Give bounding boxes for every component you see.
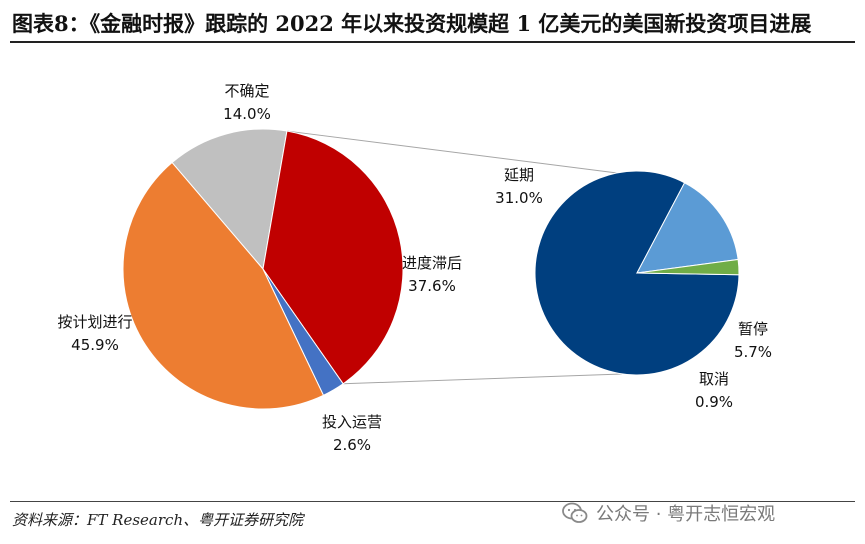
sub-pie-slice-2-value: 0.9% [695, 393, 733, 411]
sub-pie [534, 170, 740, 376]
title-rule [10, 41, 855, 43]
main-pie-slice-1-label: 进度滞后 [402, 254, 462, 272]
sub-pie-slice-2 [636, 258, 740, 276]
sub-pie-slice-0-value: 31.0% [495, 189, 543, 207]
main-pie-slice-0-label: 不确定 [224, 82, 269, 100]
source-rule [10, 501, 855, 502]
watermark: 公众号 · 粤开志恒宏观 [562, 500, 775, 526]
main-pie-slice-3-value: 45.9% [71, 336, 119, 354]
sub-pie-slice-0-label: 延期 [504, 166, 534, 184]
main-pie-slice-1-value: 37.6% [408, 277, 456, 295]
watermark-text: 公众号 · 粤开志恒宏观 [596, 504, 776, 525]
main-pie-slice-2-label: 投入运营 [322, 413, 382, 431]
connector-line-top [286, 130, 618, 174]
chart-title: 图表8：《金融时报》跟踪的 2022 年以来投资规模超 1 亿美元的美国新投资项… [12, 11, 812, 36]
connector-lines [286, 130, 623, 385]
connector-line-bottom [343, 373, 623, 385]
main-pie-slice-2-value: 2.6% [333, 436, 371, 454]
sub-pie-slice-1-value: 5.7% [734, 343, 772, 361]
slice-labels: 不确定 14.0% 进度滞后 37.6% 投入运营 2.6% 按计划进行 45.9% 延期 31.… [57, 82, 772, 454]
wechat-icon [562, 502, 588, 523]
main-pie [122, 128, 404, 410]
main-pie-slice-0 [171, 128, 288, 271]
main-pie-slice-3-label: 按计划进行 [57, 313, 132, 331]
main-pie-slice-3 [122, 161, 325, 410]
main-pie-slice-1 [262, 130, 404, 385]
sub-pie-slice-2-label: 取消 [699, 370, 729, 388]
sub-pie-slice-1 [636, 182, 739, 274]
sub-pie-slice-1-label: 暂停 [738, 320, 768, 338]
source-note: 资料来源：FT Research、粤开证券研究院 [12, 511, 304, 529]
main-pie-slice-0-value: 14.0% [223, 105, 271, 123]
